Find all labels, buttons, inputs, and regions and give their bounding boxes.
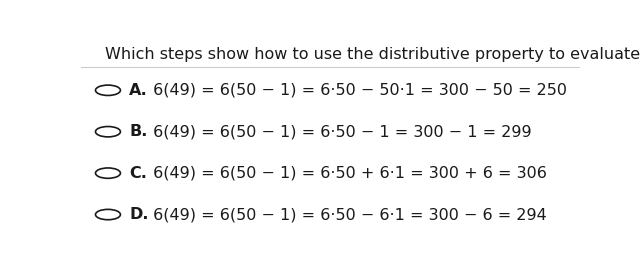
Text: 6(49) = 6(50 − 1) = 6·50 − 1 = 300 − 1 = 299: 6(49) = 6(50 − 1) = 6·50 − 1 = 300 − 1 =… <box>148 124 532 139</box>
Text: D.: D. <box>129 207 149 222</box>
Text: C.: C. <box>129 166 147 180</box>
Text: 6(49) = 6(50 − 1) = 6·50 − 50·1 = 300 − 50 = 250: 6(49) = 6(50 − 1) = 6·50 − 50·1 = 300 − … <box>148 83 567 98</box>
Text: 6(49) = 6(50 − 1) = 6·50 + 6·1 = 300 + 6 = 306: 6(49) = 6(50 − 1) = 6·50 + 6·1 = 300 + 6… <box>148 166 547 180</box>
Text: A.: A. <box>129 83 148 98</box>
Text: B.: B. <box>129 124 147 139</box>
Text: 6(49) = 6(50 − 1) = 6·50 − 6·1 = 300 − 6 = 294: 6(49) = 6(50 − 1) = 6·50 − 6·1 = 300 − 6… <box>148 207 547 222</box>
Text: Which steps show how to use the distributive property to evaluate 6 · 49?: Which steps show how to use the distribu… <box>106 47 644 62</box>
